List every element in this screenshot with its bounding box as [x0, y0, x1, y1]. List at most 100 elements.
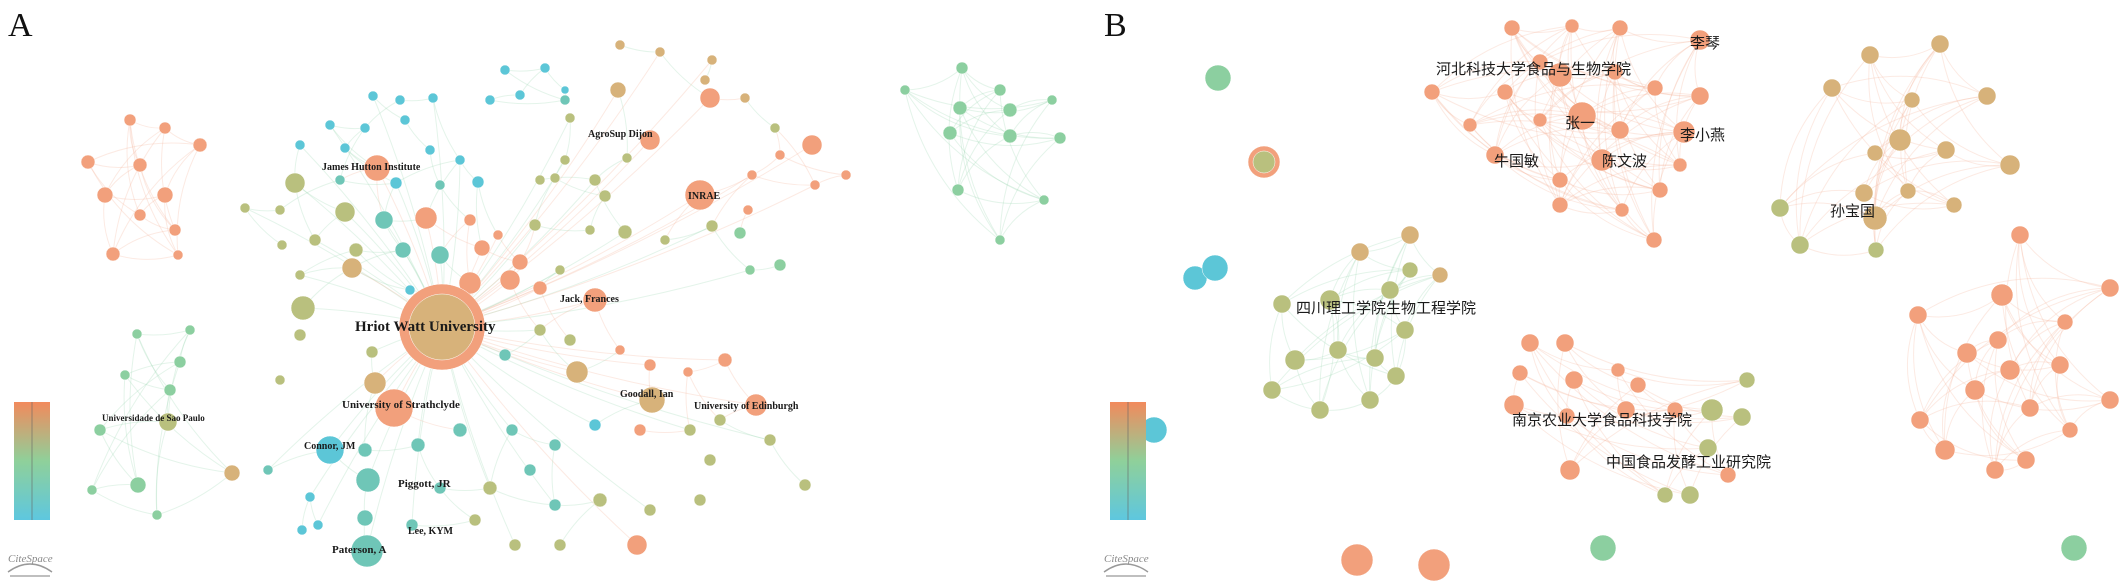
network-node	[389, 176, 403, 190]
network-node	[1936, 140, 1956, 160]
network-node	[614, 39, 626, 51]
network-edge	[774, 127, 816, 186]
network-edge	[2029, 321, 2066, 409]
network-node	[308, 233, 322, 247]
network-node	[717, 352, 733, 368]
network-edge	[539, 176, 596, 181]
network-node	[434, 179, 446, 191]
network-edge	[1431, 25, 1573, 93]
network-node	[1340, 543, 1374, 577]
network-edge	[1539, 111, 1685, 133]
network-node	[262, 464, 274, 476]
network-node	[1645, 231, 1663, 249]
network-edge	[1469, 113, 1621, 131]
network-edge	[1974, 389, 2111, 411]
network-node	[563, 333, 577, 347]
network-node	[1610, 120, 1630, 140]
network-edge	[129, 119, 176, 231]
network-node	[348, 242, 364, 258]
network-node	[452, 422, 468, 438]
network-edge	[475, 181, 483, 249]
network-edge	[1559, 74, 1685, 133]
network-edge	[999, 137, 1061, 241]
network-node	[1496, 83, 1514, 101]
network-edge	[1874, 95, 1988, 154]
network-node	[548, 438, 562, 452]
network-edge	[1619, 27, 1685, 133]
network-edge	[1654, 87, 1681, 166]
network-edge	[1917, 294, 2003, 318]
network-node	[955, 61, 969, 75]
network-edge	[1966, 352, 2111, 402]
network-edge	[1469, 84, 1656, 126]
network-edge	[1869, 54, 1947, 151]
network-node	[1284, 349, 1306, 371]
network-node	[123, 113, 137, 127]
network-edge	[1799, 244, 1877, 256]
network-node	[1888, 128, 1912, 152]
network-node	[294, 139, 306, 151]
network-edge	[2019, 234, 2066, 323]
panel-b-letter: B	[1104, 7, 1127, 44]
labels-panel-a: Hriot Watt University James Hutton Insti…	[102, 129, 799, 556]
network-node	[1822, 78, 1842, 98]
network-node	[1867, 241, 1885, 259]
network-node	[528, 218, 542, 232]
node-label: University of Edinburgh	[694, 401, 799, 412]
network-edge	[504, 69, 566, 101]
node-label: 河北科技大学食品与生物学院	[1436, 60, 1631, 78]
network-edge	[156, 472, 233, 516]
network-edge	[999, 199, 1045, 241]
network-edge	[91, 389, 171, 491]
network-edge	[959, 107, 1001, 241]
network-edge	[1942, 352, 1968, 451]
network-edge	[1271, 357, 1376, 391]
node-label: Lee, KYM	[408, 526, 454, 537]
network-node	[367, 90, 379, 102]
network-edge	[1919, 400, 2031, 421]
network-node	[769, 122, 781, 134]
network-edge	[1795, 87, 1833, 246]
network-edge	[136, 333, 171, 391]
network-edge	[519, 67, 546, 96]
network-edge	[1494, 25, 1573, 156]
network-node	[399, 114, 411, 126]
network-node	[1350, 242, 1370, 262]
network-node	[312, 519, 324, 531]
network-node	[1558, 407, 1576, 425]
network-edge	[1651, 39, 1701, 241]
network-node	[334, 201, 356, 223]
network-node	[1401, 261, 1419, 279]
network-edge	[1431, 91, 1496, 156]
network-node	[683, 423, 697, 437]
network-node	[598, 189, 612, 203]
network-node	[1700, 398, 1724, 422]
network-edge	[639, 429, 691, 433]
network-edge	[1831, 75, 1988, 97]
network-edge	[1873, 139, 1901, 251]
network-node	[588, 173, 602, 187]
network-node	[582, 287, 608, 313]
network-edge	[559, 499, 601, 546]
network-node	[1462, 117, 1478, 133]
network-edge	[112, 144, 201, 255]
network-node	[548, 498, 562, 512]
node-label: 李小燕	[1680, 126, 1725, 144]
network-edge	[439, 487, 476, 521]
network-node	[499, 269, 521, 291]
network-node	[699, 87, 721, 109]
network-node	[1053, 131, 1067, 145]
network-edge	[441, 326, 757, 406]
network-node	[473, 239, 491, 257]
network-edge	[87, 161, 179, 256]
network-edge	[1659, 95, 1701, 191]
network-node	[994, 234, 1006, 246]
network-node	[1551, 171, 1569, 189]
network-node	[1310, 400, 1330, 420]
network-edge	[957, 135, 1011, 191]
network-edge	[1919, 369, 2011, 421]
network-edge	[1374, 269, 1411, 359]
network-node	[840, 169, 852, 181]
network-node	[374, 388, 414, 428]
network-edge	[1539, 61, 1621, 131]
